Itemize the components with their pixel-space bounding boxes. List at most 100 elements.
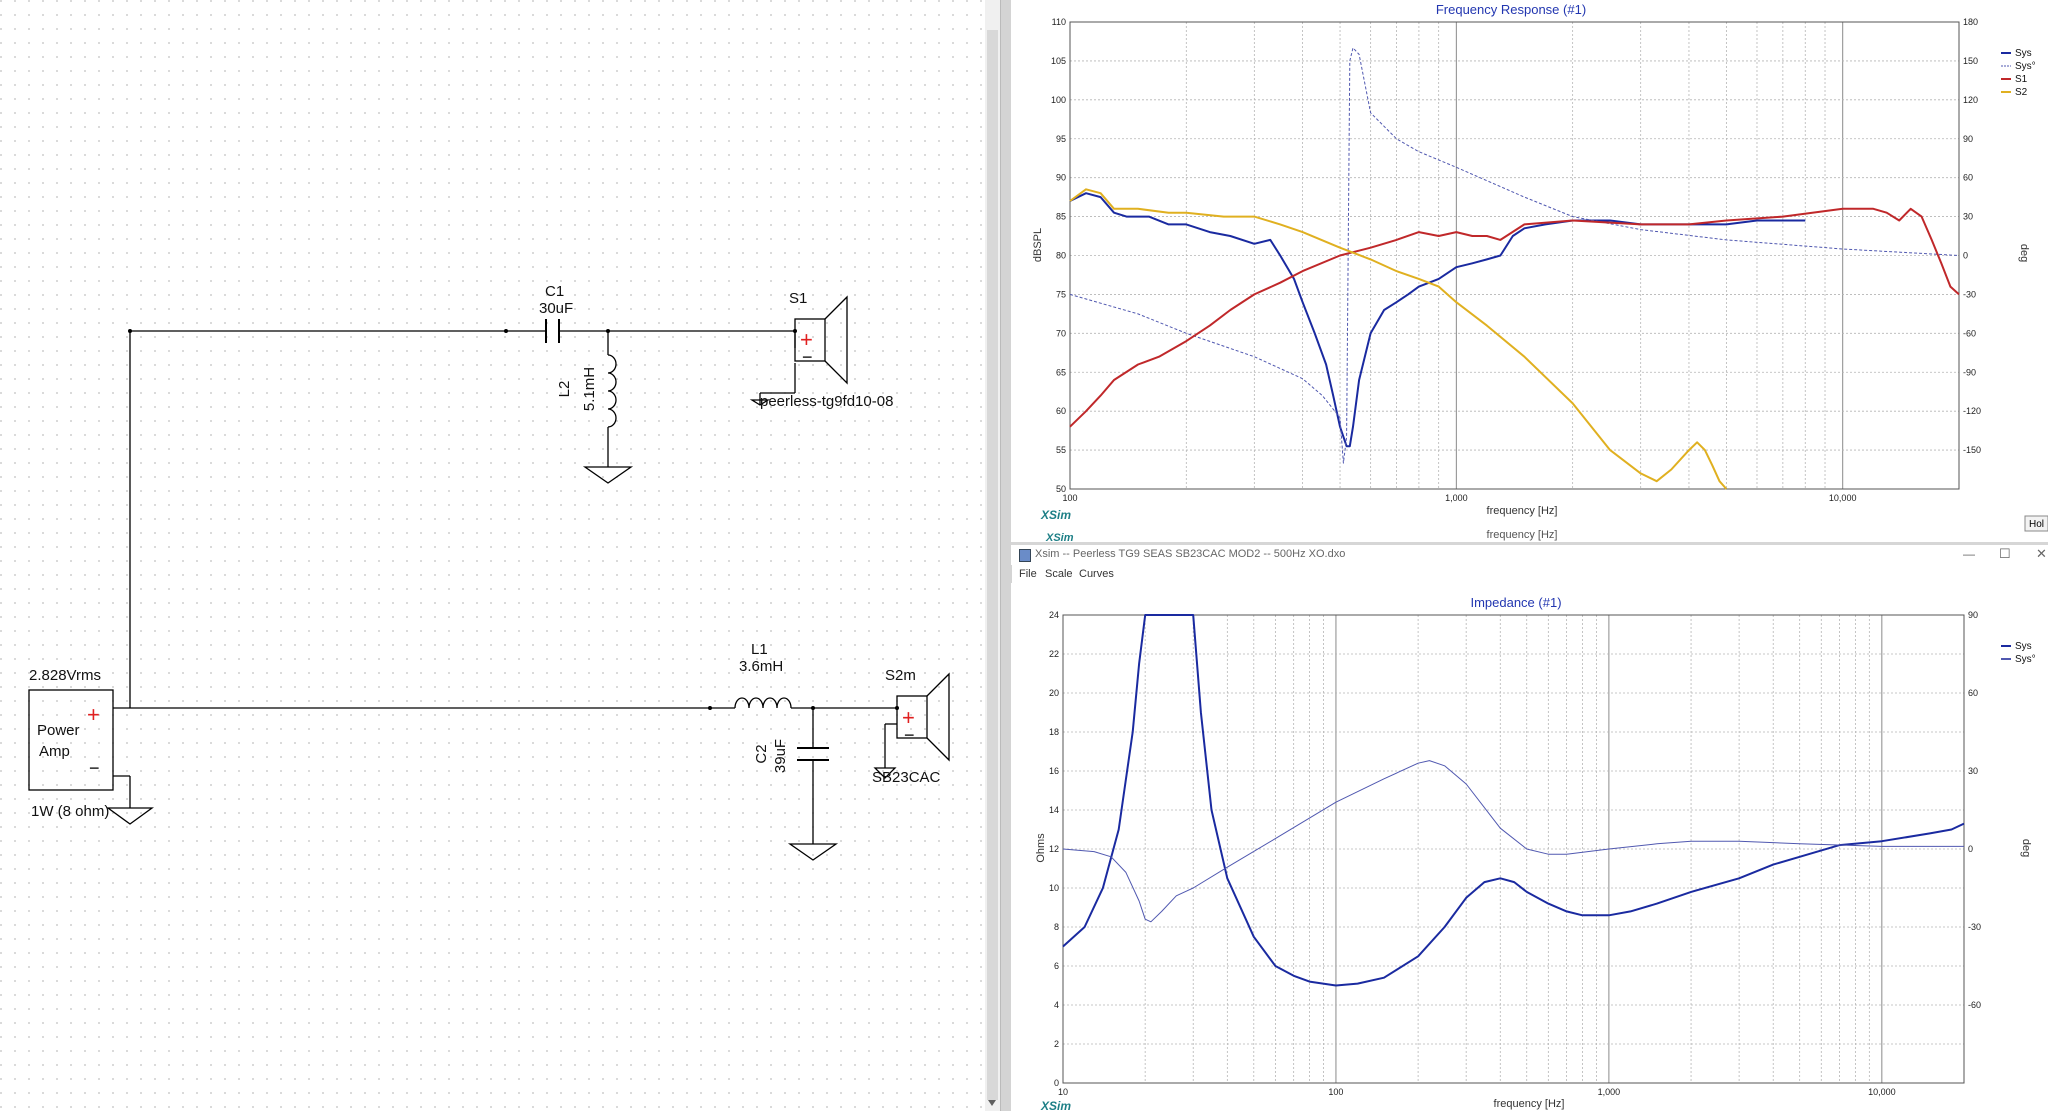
y-tick-label-right: 180 — [1963, 17, 1978, 27]
app-icon — [1019, 549, 1031, 562]
s1-plus: + — [800, 327, 813, 352]
s2-name: S2m — [885, 667, 916, 684]
l2-name: L2 — [556, 381, 573, 398]
y-tick-label-right: -150 — [1963, 445, 1981, 455]
legend-label: S2 — [2015, 87, 2028, 98]
l2-inductor[interactable] — [607, 354, 617, 428]
x-tick-label: 10,000 — [1829, 493, 1857, 503]
series-line-s2 — [1069, 188, 1728, 490]
x-tick-label: 1,000 — [1445, 493, 1468, 503]
imp-logo: XSim — [1040, 1099, 1071, 1111]
s2-speaker-icon[interactable] — [896, 695, 928, 739]
c2-name: C2 — [753, 744, 770, 763]
y-tick-label-right: 60 — [1968, 688, 1978, 698]
freq-ylabel-right: deg — [2018, 244, 2030, 262]
x-tick-label: 10 — [1058, 1087, 1068, 1097]
y-tick-label-left: 18 — [1049, 727, 1059, 737]
l1-value: 3.6mH — [739, 658, 783, 675]
schematic-canvas[interactable]: + − + − + − C1 30uF L2 5.1mH S1 peerless… — [0, 0, 1000, 1111]
y-tick-label-left: 75 — [1056, 289, 1066, 299]
imp-ylabel-left: Ohms — [1035, 833, 1047, 863]
imp-legend: Sys Sys° — [2001, 641, 2036, 665]
s1-minus: − — [802, 347, 813, 367]
freq-ylabel-left: dBSPL — [1032, 228, 1044, 262]
freq-ghost-xlabel: frequency [Hz] — [1487, 529, 1558, 541]
y-tick-label-left: 55 — [1056, 445, 1066, 455]
y-tick-label-right: 90 — [1968, 610, 1978, 620]
freq-ghost-logo: XSim — [1045, 532, 1074, 542]
y-tick-label-left: 16 — [1049, 766, 1059, 776]
y-tick-label-left: 90 — [1056, 173, 1066, 183]
y-tick-label-right: -90 — [1963, 367, 1976, 377]
source-voltage: 2.828Vrms — [29, 667, 101, 684]
amp-load: 1W (8 ohm) — [31, 803, 109, 820]
l2-value: 5.1mH — [581, 367, 598, 411]
maximize-icon[interactable]: ☐ — [1999, 546, 2011, 561]
power-amp-block[interactable] — [28, 689, 114, 791]
y-tick-label-right: 90 — [1963, 134, 1973, 144]
y-tick-label-left: 100 — [1051, 95, 1066, 105]
y-tick-label-left: 6 — [1054, 961, 1059, 971]
legend-label: Sys° — [2015, 61, 2036, 72]
y-tick-label-right: 0 — [1963, 251, 1968, 261]
freq-legend: Sys Sys° S1 S2 — [2001, 48, 2036, 98]
x-tick-label: 10,000 — [1868, 1087, 1896, 1097]
y-tick-label-left: 8 — [1054, 922, 1059, 932]
close-icon[interactable]: ✕ — [2036, 546, 2047, 561]
amp-label-2: Amp — [39, 743, 70, 760]
y-tick-label-right: 150 — [1963, 56, 1978, 66]
y-tick-label-left: 14 — [1049, 805, 1059, 815]
pane-splitter[interactable] — [1000, 0, 1012, 1111]
y-tick-label-left: 60 — [1056, 406, 1066, 416]
y-tick-label-left: 10 — [1049, 883, 1059, 893]
l1-inductor[interactable] — [734, 697, 792, 709]
y-tick-label-left: 20 — [1049, 688, 1059, 698]
amp-plus: + — [87, 702, 100, 727]
ground-l2-icon — [582, 466, 634, 484]
y-tick-label-left: 80 — [1056, 251, 1066, 261]
s2-plus: + — [902, 705, 915, 730]
y-tick-label-left: 50 — [1056, 484, 1066, 494]
ground-amp-icon — [106, 807, 154, 825]
legend-label: Sys — [2015, 641, 2032, 652]
series-line-sys-phase — [1062, 760, 1964, 923]
series-line-s1 — [1069, 207, 1960, 428]
menu-scale[interactable]: Scale — [1045, 568, 1073, 580]
y-tick-label-right: 60 — [1963, 173, 1973, 183]
y-tick-label-left: 12 — [1049, 844, 1059, 854]
y-tick-label-left: 110 — [1052, 17, 1066, 27]
s1-name: S1 — [789, 290, 807, 307]
y-tick-label-left: 4 — [1054, 1000, 1059, 1010]
scroll-down-icon[interactable] — [988, 1100, 996, 1106]
x-tick-label: 100 — [1062, 493, 1077, 503]
minimize-icon[interactable]: — — [1963, 547, 1975, 561]
frequency-response-window[interactable]: 110 105 100 95 90 85 80 75 70 65 60 55 50 180 150 120 90… — [1011, 0, 2048, 542]
y-tick-label-left: 24 — [1049, 610, 1059, 620]
y-tick-label-left: 70 — [1056, 328, 1066, 338]
y-tick-label-right: 30 — [1968, 766, 1978, 776]
l1-name: L1 — [751, 641, 768, 658]
imp-xlabel: frequency [Hz] — [1494, 1098, 1565, 1110]
y-tick-label-right: -30 — [1968, 922, 1981, 932]
amp-label-1: Power — [37, 722, 80, 739]
x-tick-label: 100 — [1328, 1087, 1343, 1097]
y-tick-label-right: -120 — [1963, 406, 1981, 416]
impedance-menubar: File Scale Curves — [1011, 565, 2048, 583]
freq-title: Frequency Response (#1) — [1436, 2, 1586, 17]
menu-curves[interactable]: Curves — [1079, 568, 1114, 580]
y-tick-label-left: 0 — [1054, 1078, 1059, 1088]
y-tick-label-right: -60 — [1963, 328, 1976, 338]
y-tick-label-right: 120 — [1963, 95, 1978, 105]
y-tick-label-left: 85 — [1056, 212, 1066, 222]
window-separator — [1011, 542, 2048, 545]
hold-button[interactable] — [2024, 515, 2048, 532]
menu-file[interactable]: File — [1019, 568, 1037, 580]
impedance-window-titlebar[interactable]: Xsim -- Peerless TG9 SEAS SB23CAC MOD2 -… — [1011, 545, 2048, 565]
s1-speaker-icon[interactable] — [794, 318, 826, 362]
series-line-sys — [1062, 614, 1965, 987]
s1-model: peerless-tg9fd10-08 — [760, 393, 893, 410]
y-tick-label-left: 95 — [1056, 134, 1066, 144]
scrollbar-thumb[interactable] — [987, 30, 998, 1100]
